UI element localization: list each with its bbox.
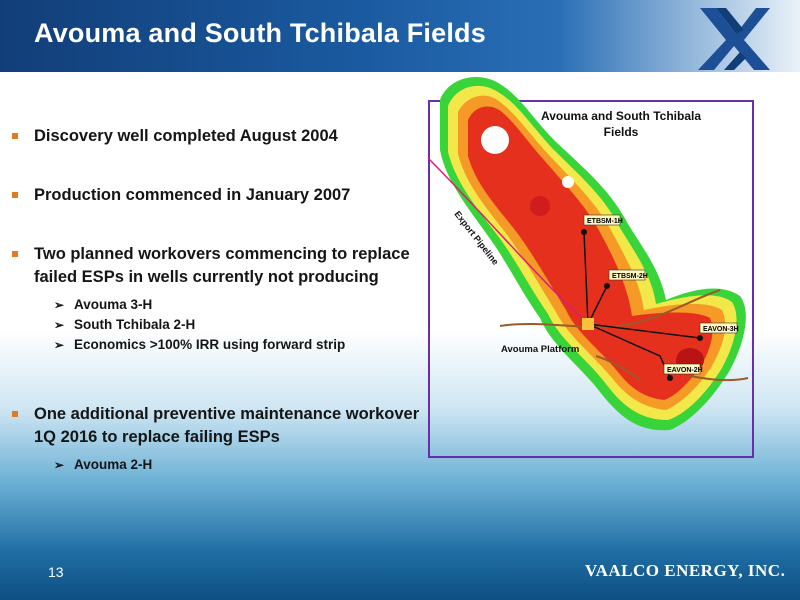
sub-bullet: ➢ Avouma 2-H — [54, 455, 432, 475]
bullet-text: One additional preventive maintenance wo… — [12, 403, 432, 449]
field-map — [428, 100, 754, 458]
arrow-bullet-icon: ➢ — [54, 458, 65, 472]
map-title-line2: Fields — [604, 125, 639, 139]
bullet-text: Two planned workovers commencing to repl… — [12, 243, 432, 289]
map-title-line1: Avouma and South Tchibala — [541, 109, 701, 123]
well-label: EAVON-3H — [703, 326, 739, 333]
field-outline-red — [468, 106, 713, 401]
bullet-item: Production commenced in January 2007 — [12, 184, 432, 207]
bullet-marker-icon — [12, 192, 18, 198]
fault-line — [499, 289, 721, 328]
bullet-marker-icon — [12, 411, 18, 417]
arrow-bullet-icon: ➢ — [54, 338, 65, 352]
bullet-text: Discovery well completed August 2004 — [12, 125, 432, 148]
platform-marker-icon — [582, 318, 594, 330]
well-label: ETBSM-2H — [612, 273, 648, 280]
arrow-bullet-icon: ➢ — [54, 298, 65, 312]
bullet-item: Two planned workovers commencing to repl… — [12, 243, 432, 355]
fault-line — [595, 355, 641, 381]
sub-bullet: ➢ South Tchibala 2-H — [54, 315, 432, 335]
page-number: 13 — [48, 564, 64, 580]
bullet-marker-icon — [12, 133, 18, 139]
sub-bullet: ➢ Avouma 3-H — [54, 295, 432, 315]
export-pipeline — [427, 157, 585, 321]
bullet-text: Production commenced in January 2007 — [12, 184, 432, 207]
arrow-bullet-icon: ➢ — [54, 318, 65, 332]
fault-line — [689, 375, 749, 382]
company-name: VAALCO ENERGY, INC. — [585, 561, 786, 580]
bullet-list: Discovery well completed August 2004 Prod… — [12, 125, 432, 475]
slide-header: Avouma and South Tchibala Fields — [0, 0, 800, 72]
well-label: ETBSM-1H — [587, 218, 623, 225]
bullet-item: Discovery well completed August 2004 — [12, 125, 432, 148]
bullet-item: One additional preventive maintenance wo… — [12, 403, 432, 475]
field-hole — [562, 176, 574, 188]
platform-label: Avouma Platform — [501, 344, 579, 355]
company-logo-icon — [698, 8, 770, 70]
well-label: EAVON-2H — [667, 367, 703, 374]
sub-bullet: ➢ Economics >100% IRR using forward strip — [54, 335, 432, 355]
field-hotspot — [530, 196, 550, 216]
slide-title: Avouma and South Tchibala Fields — [34, 18, 486, 48]
bullet-marker-icon — [12, 251, 18, 257]
field-hole — [481, 126, 509, 154]
